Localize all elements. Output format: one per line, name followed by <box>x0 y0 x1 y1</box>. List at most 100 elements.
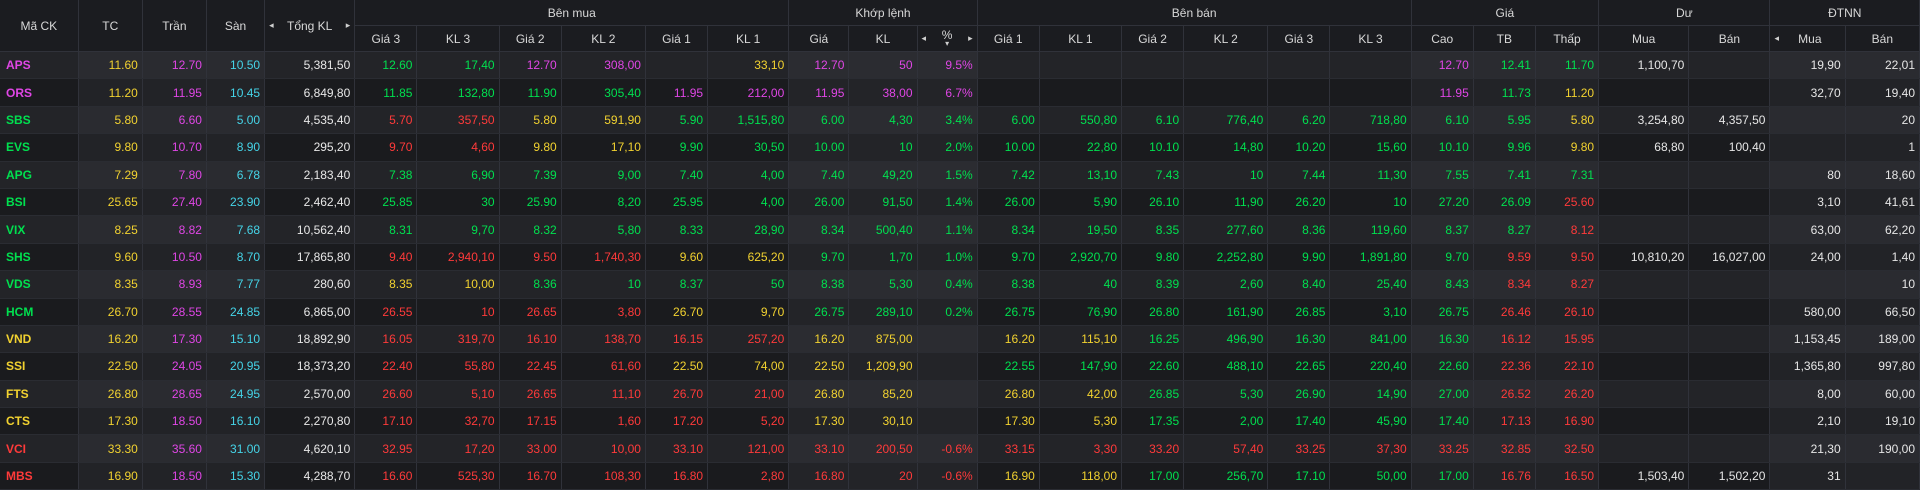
ref-price-cell: 9.80 <box>78 133 143 162</box>
symbol-cell[interactable]: VDS <box>0 270 79 299</box>
symbol-cell[interactable]: FTS <box>0 380 79 409</box>
symbol-cell[interactable]: VIX <box>0 215 79 244</box>
table-row[interactable]: VDS 8.35 8.93 7.77 280,60 8.35 10,00 8.36 10 8.37… <box>0 270 1920 299</box>
symbol-cell[interactable]: SSI <box>0 352 79 381</box>
col-header-buy-price1[interactable]: Giá 1 <box>645 25 709 52</box>
foreign-buy-cell: 63,00 <box>1769 215 1846 244</box>
col-header-sell-price2[interactable]: Giá 2 <box>1121 25 1185 52</box>
avg-price-cell: 5.95 <box>1473 106 1536 135</box>
table-row[interactable]: BSI 25.65 27.40 23.90 2,462,40 25.85 30 25.90 8,… <box>0 188 1920 217</box>
table-row[interactable]: VND 16.20 17.30 15.10 18,892,90 16.05 319,70 16… <box>0 325 1920 354</box>
symbol-cell[interactable]: EVS <box>0 133 79 162</box>
match-volume-cell: 875,00 <box>848 325 918 354</box>
buy-price1-cell: 8.33 <box>645 215 709 244</box>
pct-left-icon[interactable]: ◂ <box>921 33 927 43</box>
buy-vol1-cell: 212,00 <box>707 78 790 107</box>
symbol-cell[interactable]: VCI <box>0 434 79 463</box>
col-header-floor[interactable]: Sàn <box>206 0 266 52</box>
col-header-sell-vol1[interactable]: KL 1 <box>1039 25 1123 52</box>
pct-right-icon[interactable]: ▸ <box>968 33 973 43</box>
symbol-cell[interactable]: ORS <box>0 78 79 107</box>
symbol-cell[interactable]: APG <box>0 161 79 189</box>
residual-buy-cell <box>1598 161 1690 189</box>
table-row[interactable]: SSI 22.50 24.05 20.95 18,373,20 22.40 55,80 22.… <box>0 352 1920 381</box>
buy-vol3-cell: 55,80 <box>416 352 500 381</box>
sell-price1-cell: 8.34 <box>977 215 1040 244</box>
residual-sell-cell <box>1688 380 1771 409</box>
col-header-sell-price3[interactable]: Giá 3 <box>1267 25 1331 52</box>
col-header-match-price[interactable]: Giá <box>788 25 850 52</box>
col-header-buy-vol2[interactable]: KL 2 <box>561 25 646 52</box>
table-row[interactable]: VIX 8.25 8.82 7.68 10,562,40 8.31 9,70 8.32 5,80… <box>0 215 1920 244</box>
col-header-sell-vol2[interactable]: KL 2 <box>1183 25 1269 52</box>
foreign-buy-cell <box>1769 106 1846 135</box>
symbol-cell[interactable]: HCM <box>0 298 79 326</box>
col-header-match-vol[interactable]: KL <box>848 25 918 52</box>
table-row[interactable]: CTS 17.30 18.50 16.10 2,270,80 17.10 32,70 17.1… <box>0 407 1920 436</box>
sell-vol1-cell: 40 <box>1039 270 1123 299</box>
col-header-residual-sell[interactable]: Bán <box>1688 25 1771 52</box>
residual-sell-cell: 100,40 <box>1688 133 1771 162</box>
match-price-cell: 17.30 <box>788 407 850 436</box>
total-volume-cell: 10,562,40 <box>264 215 356 244</box>
col-header-sell-price1[interactable]: Giá 1 <box>977 25 1040 52</box>
sell-vol1-cell: 147,90 <box>1039 352 1123 381</box>
symbol-cell[interactable]: VND <box>0 325 79 354</box>
buy-vol3-cell: 10 <box>416 298 500 326</box>
col-header-match-pct[interactable]: ◂ % ▾ ▸ <box>917 25 978 52</box>
table-row[interactable]: ORS 11.20 11.95 10.45 6,849,80 11.85 132,80 11.… <box>0 78 1920 107</box>
col-header-symbol[interactable]: Mã CK <box>0 0 79 52</box>
col-header-high[interactable]: Cao <box>1411 25 1474 52</box>
table-row[interactable]: SBS 5.80 6.60 5.00 4,535,40 5.70 357,50 5.80 591… <box>0 106 1920 135</box>
table-row[interactable]: EVS 9.80 10.70 8.90 295,20 9.70 4,60 9.80 17,10 9… <box>0 133 1920 162</box>
col-header-buy-vol3[interactable]: KL 3 <box>416 25 500 52</box>
col-header-buy-vol1[interactable]: KL 1 <box>707 25 790 52</box>
buy-vol2-cell: 3,80 <box>561 298 646 326</box>
buy-price3-cell: 11.85 <box>354 78 418 107</box>
col-header-buy-price2[interactable]: Giá 2 <box>499 25 562 52</box>
ref-price-cell: 11.20 <box>78 78 143 107</box>
match-price-cell: 8.38 <box>788 270 850 299</box>
total-volume-cell: 2,462,40 <box>264 188 356 217</box>
low-price-cell: 7.31 <box>1535 161 1600 189</box>
residual-sell-cell: 4,357,50 <box>1688 106 1771 135</box>
table-row[interactable]: APS 11.60 12.70 10.50 5,381,50 12.60 17,40 12.7… <box>0 51 1920 80</box>
table-row[interactable]: SHS 9.60 10.50 8.70 17,865,80 9.40 2,940,10 9.5… <box>0 243 1920 272</box>
table-row[interactable]: MBS 16.90 18.50 15.30 4,288,70 16.60 525,30 16.… <box>0 462 1920 490</box>
floor-price-cell: 24.95 <box>206 380 266 409</box>
symbol-cell[interactable]: MBS <box>0 462 79 490</box>
sell-price1-cell: 26.75 <box>977 298 1040 326</box>
total-volume-cell: 2,270,80 <box>264 407 356 436</box>
foreign-sell-cell: 66,50 <box>1845 298 1920 326</box>
foreign-left-icon[interactable]: ◂ <box>1774 33 1780 43</box>
col-header-buy-price3[interactable]: Giá 3 <box>354 25 418 52</box>
col-header-ref[interactable]: TC <box>78 0 143 52</box>
col-header-low[interactable]: Thấp <box>1535 25 1600 52</box>
group-header-sell-label: Bên bán <box>1171 5 1217 20</box>
sell-price3-cell: 6.20 <box>1267 106 1331 135</box>
table-row[interactable]: VCI 33.30 35.60 31.00 4,620,10 32.95 17,20 33.0… <box>0 434 1920 463</box>
col-header-foreign-buy[interactable]: ◂ Mua <box>1769 25 1846 52</box>
col-header-avg[interactable]: TB <box>1473 25 1536 52</box>
symbol-cell[interactable]: APS <box>0 51 79 80</box>
buy-vol2-cell: 11,10 <box>561 380 646 409</box>
residual-buy-cell <box>1598 270 1690 299</box>
table-row[interactable]: APG 7.29 7.80 6.78 2,183,40 7.38 6,90 7.39 9,00 7… <box>0 161 1920 189</box>
foreign-buy-cell: 580,00 <box>1769 298 1846 326</box>
residual-buy-cell: 10,810,20 <box>1598 243 1690 272</box>
symbol-cell[interactable]: CTS <box>0 407 79 436</box>
col-header-foreign-sell[interactable]: Bán <box>1845 25 1920 52</box>
high-price-cell: 27.00 <box>1411 380 1474 409</box>
col-header-sell-vol3[interactable]: KL 3 <box>1329 25 1412 52</box>
table-row[interactable]: FTS 26.80 28.65 24.95 2,570,00 26.60 5,10 26.65… <box>0 380 1920 409</box>
col-header-total-vol[interactable]: ◂ Tổng KL ▸ <box>264 0 356 52</box>
symbol-cell[interactable]: SBS <box>0 106 79 135</box>
symbol-cell[interactable]: BSI <box>0 188 79 217</box>
scroll-left-icon[interactable]: ◂ <box>269 20 274 30</box>
scroll-right-icon[interactable]: ▸ <box>345 20 351 30</box>
symbol-cell[interactable]: SHS <box>0 243 79 272</box>
col-header-ceil[interactable]: Trần <box>142 0 207 52</box>
table-row[interactable]: HCM 26.70 28.55 24.85 6,865,00 26.55 10 26.65 3,… <box>0 298 1920 326</box>
col-header-residual-buy[interactable]: Mua <box>1598 25 1690 52</box>
